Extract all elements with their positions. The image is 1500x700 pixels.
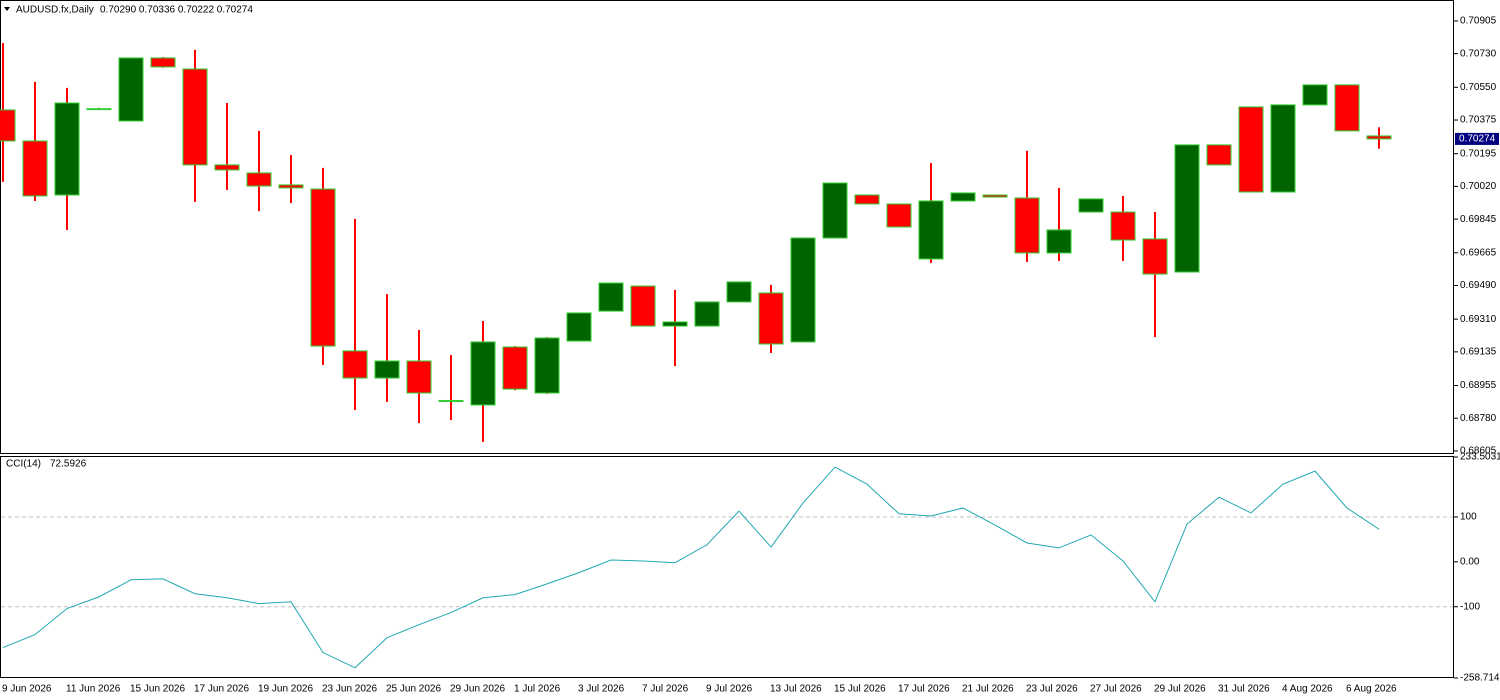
candle-body [758,292,784,345]
x-tick-label: 23 Jun 2026 [322,684,377,695]
y-tick-label: -258.7142 [1460,673,1500,684]
candle-body [0,109,16,142]
candle-body [1046,229,1072,254]
y-tick-label: 0.70020 [1460,181,1497,192]
cci-line [2,466,1380,669]
x-tick-label: 27 Jul 2026 [1090,684,1142,695]
x-tick-label: 17 Jul 2026 [898,684,950,695]
candle-body [854,194,880,205]
y-tick-label: 0.69135 [1460,346,1497,357]
candle-body [598,282,624,312]
y-tick-label: 0.68955 [1460,380,1497,391]
candle-body [22,140,48,197]
x-tick-label: 23 Jul 2026 [1026,684,1078,695]
candle-body [886,203,912,228]
candle-body [982,194,1008,198]
candle-body [278,184,304,189]
candle-body [566,312,592,342]
x-tick-label: 9 Jun 2026 [2,684,52,695]
y-tick-label: 100 [1460,512,1477,523]
y-tick-label: 0.69490 [1460,280,1497,291]
candle-body [950,192,976,202]
y-tick-label: 0.70550 [1460,82,1497,93]
x-tick-label: 13 Jul 2026 [770,684,822,695]
candle-body [1206,144,1232,166]
x-tick-label: 6 Aug 2026 [1346,684,1397,695]
y-tick-label: 0.70195 [1460,148,1497,159]
candle-body [918,200,944,260]
candle-body [1366,135,1392,140]
candle-body [1302,84,1328,106]
candle-body [342,350,368,379]
candle-body [374,360,400,379]
candle-body [86,108,112,111]
x-tick-label: 31 Jul 2026 [1218,684,1270,695]
candle-body [1270,104,1296,193]
candle-body [502,346,528,390]
candle-body [54,102,80,196]
y-tick-label: 0.70905 [1460,16,1497,27]
y-tick-label: 0.69845 [1460,214,1497,225]
x-tick-label: 1 Jul 2026 [514,684,561,695]
y-tick-label: -100 [1460,601,1480,612]
candle-body [214,164,240,171]
candle-body [790,237,816,343]
candle-body [694,301,720,327]
candle-body [1174,144,1200,273]
y-tick-label: 0.68605 [1460,446,1497,457]
x-tick-label: 29 Jun 2026 [450,684,505,695]
candle-body [822,182,848,239]
cci-pane-frame [0,456,1454,678]
candle-body [630,285,656,327]
cci-name: CCI(14) [6,459,41,470]
x-tick-label: 11 Jun 2026 [66,684,121,695]
candle-body [470,341,496,406]
y-tick-label: 0.70375 [1460,115,1497,126]
cci-last-value: 72.5926 [50,459,87,470]
candle-body [406,360,432,394]
candle-body [726,281,752,303]
candle-body [118,57,144,122]
x-tick-label: 19 Jun 2026 [258,684,313,695]
y-tick-label: 0.69310 [1460,314,1497,325]
candle-body [310,188,336,347]
last-price-box [1455,132,1499,145]
candle-body [1142,238,1168,275]
x-tick-label: 3 Jul 2026 [578,684,625,695]
x-tick-label: 15 Jul 2026 [834,684,886,695]
y-tick-label: 0.68780 [1460,413,1497,424]
x-tick-label: 9 Jul 2026 [706,684,753,695]
candle-body [182,68,208,166]
y-tick-label: 0.69665 [1460,247,1497,258]
x-tick-label: 29 Jul 2026 [1154,684,1206,695]
x-tick-label: 15 Jun 2026 [130,684,185,695]
candle-body [246,172,272,187]
y-tick-label: 233.5031 [1460,452,1500,463]
last-price-label: 0.70274 [1459,134,1496,145]
candle-body [1110,211,1136,241]
menu-triangle[interactable] [4,7,10,11]
candle-body [1014,197,1040,254]
x-tick-label: 17 Jun 2026 [194,684,249,695]
x-tick-label: 7 Jul 2026 [642,684,689,695]
x-tick-label: 25 Jun 2026 [386,684,441,695]
main-pane-frame [0,0,1454,454]
candle-body [1334,84,1360,132]
candle-body [438,399,464,402]
candle-body [1078,198,1104,213]
x-tick-label: 21 Jul 2026 [962,684,1014,695]
symbol-title: AUDUSD.fx,Daily [16,5,94,16]
candle-body [662,321,688,327]
ohlc-header: 0.70290 0.70336 0.70222 0.70274 [100,5,253,16]
candle-body [534,337,560,394]
x-tick-label: 4 Aug 2026 [1282,684,1333,695]
y-tick-label: 0.70730 [1460,48,1497,59]
candle-body [1238,106,1264,193]
y-tick-label: 0.00 [1460,556,1480,567]
candle-body [150,57,176,68]
